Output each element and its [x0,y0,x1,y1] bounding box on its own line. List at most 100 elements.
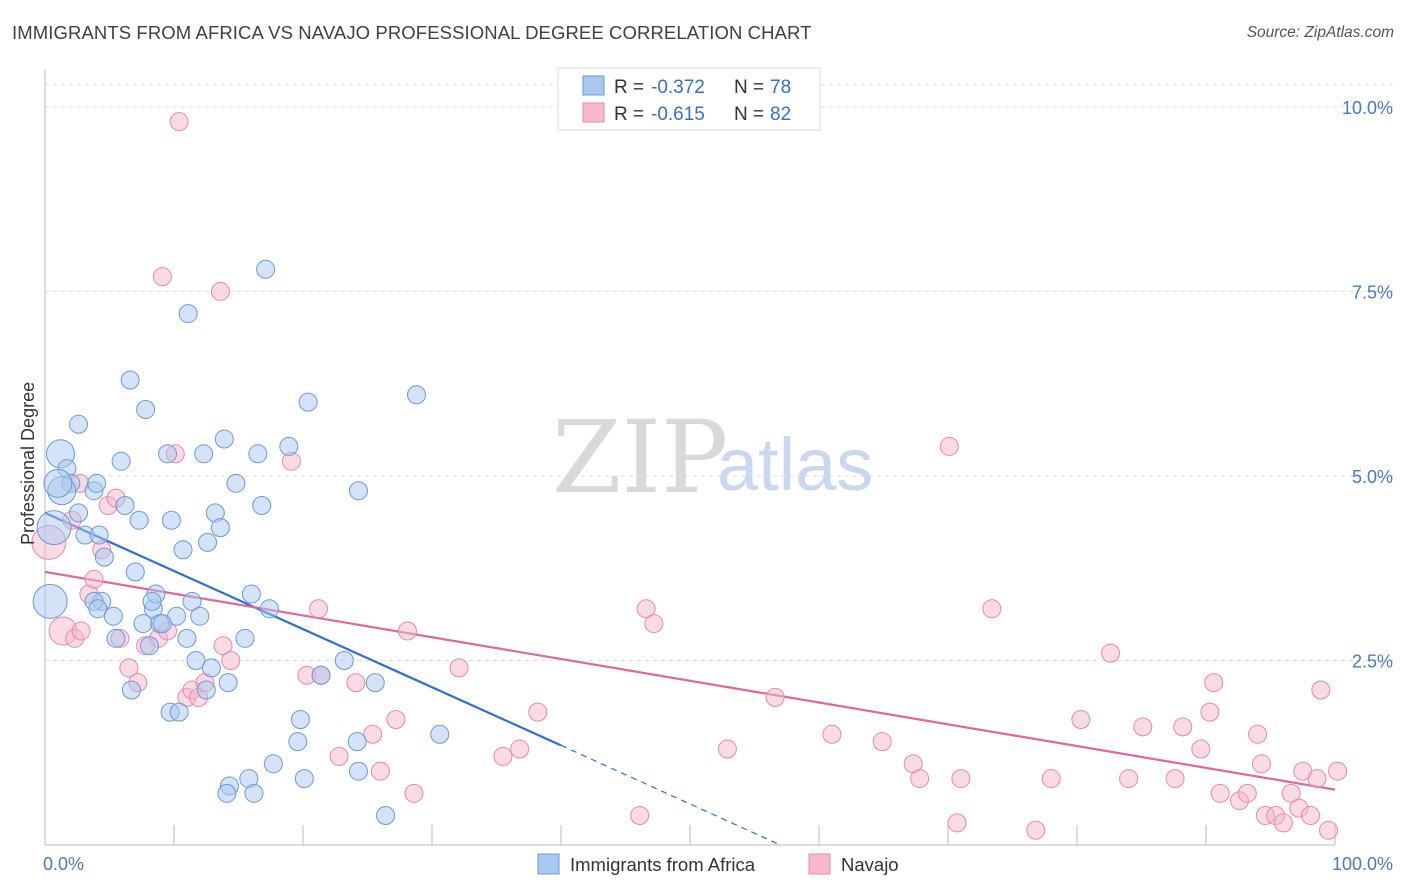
africa-point [294,769,314,789]
africa-point [407,385,427,405]
navajo-point [1307,769,1327,789]
africa-point [120,370,140,390]
legend-r-value-navajo: -0.615 [651,104,705,125]
grid-lines [45,84,1393,661]
axes [44,70,1336,846]
africa-point [169,702,189,722]
navajo-point [404,783,424,803]
navajo-point [1133,717,1153,737]
navajo-point [1071,710,1091,730]
legend-r-label-navajo: R = [614,104,644,125]
navajo-point [346,673,366,693]
africa-point [334,650,354,670]
africa-point [87,473,107,493]
africa-point [217,783,237,803]
y-tick-label: 10.0% [1342,98,1393,118]
navajo-point [872,732,892,752]
navajo-point [1119,769,1139,789]
africa-point [430,724,450,744]
navajo-point [210,281,230,301]
africa-point [218,673,238,693]
navajo-point [1210,783,1230,803]
navajo-point [84,569,104,589]
navajo-trend-line [44,570,1336,791]
navajo-point [1281,783,1301,803]
africa-point [69,503,89,523]
watermark-zip: ZIP [552,399,728,516]
navajo-point [1200,702,1220,722]
navajo-point [1026,820,1046,840]
africa-trend-line [44,511,562,747]
africa-point [173,540,193,560]
africa-point [152,614,172,634]
navajo-point [1101,643,1121,663]
africa-point [103,606,123,626]
navajo-point [119,658,139,678]
africa-point [136,400,156,420]
africa-point [244,783,264,803]
africa-point [121,680,141,700]
bottom-legend-label-navajo: Navajo [841,854,899,875]
navajo-point [1041,769,1061,789]
africa-point [106,628,126,648]
navajo-point [1191,739,1211,759]
africa-point [111,451,131,471]
navajo-point [951,769,971,789]
africa-point [263,754,283,774]
africa-point [348,761,368,781]
navajo-point [386,710,406,730]
africa-point [36,510,72,546]
africa-point [125,562,145,582]
legend-n-label-africa: N = [734,77,764,98]
x-tick-label-max: 100.0% [1332,854,1393,874]
africa-point [177,628,197,648]
navajo-point [1237,783,1257,803]
bottom-legend-swatch-africa [537,853,560,875]
navajo-point [397,621,417,641]
trend-lines [44,511,1336,846]
navajo-point [213,636,233,656]
legend-r-label-africa: R = [614,77,644,98]
navajo-point [822,724,842,744]
navajo-point [1300,805,1320,825]
navajo-point [329,746,349,766]
navajo-point [1165,769,1185,789]
africa-points [32,259,450,825]
stats-legend: R = -0.372 N = 78 R = -0.615 N = 82 [557,67,821,131]
x-tick-label-min: 0.0% [43,854,84,874]
chart-title: IMMIGRANTS FROM AFRICA VS NAVAJO PROFESS… [12,22,812,43]
africa-point [190,606,210,626]
legend-n-value-africa: 78 [770,77,791,98]
africa-point [158,444,178,464]
watermark-atlas: atlas [717,423,873,506]
navajo-point [370,761,390,781]
africa-point [69,414,89,434]
africa-point [347,732,367,752]
africa-point [89,525,109,545]
africa-point [196,680,216,700]
africa-point [115,495,135,515]
navajo-point [221,650,241,670]
navajo-point [71,621,91,641]
series-legend: Immigrants from Africa Navajo [537,853,899,875]
legend-swatch-africa [582,75,605,96]
africa-point [241,584,261,604]
africa-point [290,710,310,730]
y-tick-label: 7.5% [1352,282,1393,302]
africa-point [201,658,221,678]
y-tick-label: 2.5% [1352,651,1393,671]
africa-point [178,304,198,324]
africa-point [139,636,159,656]
y-tick-labels: 2.5% 5.0% 7.5% 10.0% [1342,98,1393,672]
legend-swatch-navajo [582,102,605,123]
navajo-point [1248,724,1268,744]
navajo-point [510,739,530,759]
bottom-legend-label-africa: Immigrants from Africa [570,854,756,875]
bottom-legend-swatch-navajo [808,853,831,875]
africa-point [210,518,230,538]
navajo-point [1311,680,1331,700]
africa-point [365,673,385,693]
africa-point [32,583,68,619]
africa-point [186,650,206,670]
